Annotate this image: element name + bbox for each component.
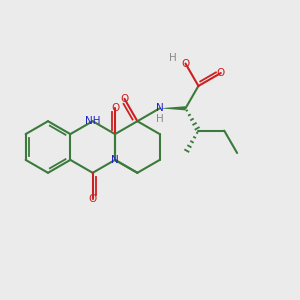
Text: H: H — [156, 114, 164, 124]
Text: O: O — [111, 103, 119, 113]
Text: O: O — [217, 68, 225, 78]
Text: NH: NH — [85, 116, 100, 126]
Text: N: N — [156, 103, 164, 113]
Text: H: H — [169, 52, 177, 63]
Text: N: N — [111, 155, 119, 165]
Text: O: O — [120, 94, 129, 104]
Text: O: O — [182, 58, 190, 69]
Polygon shape — [160, 106, 185, 110]
Text: O: O — [88, 194, 97, 204]
